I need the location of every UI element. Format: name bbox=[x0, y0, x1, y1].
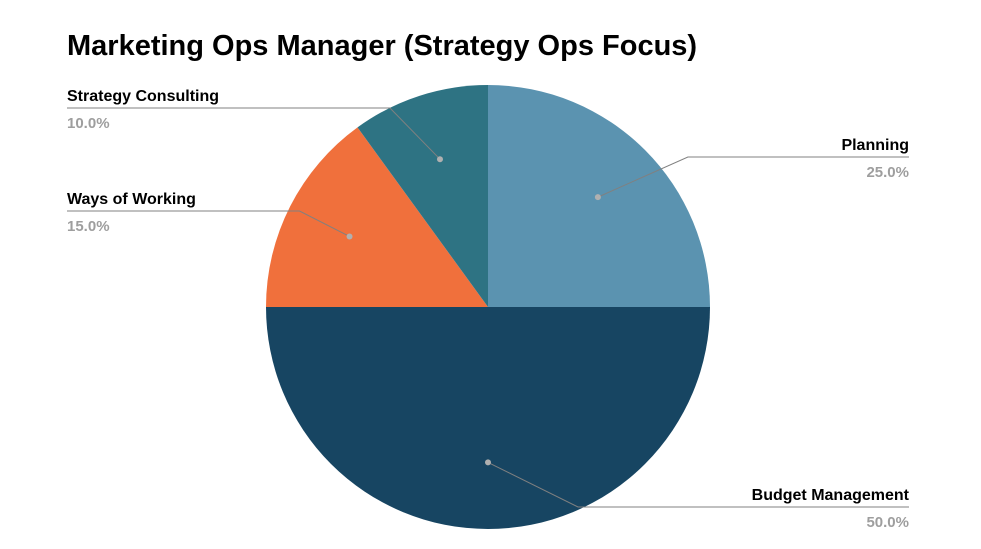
slice-value-label-budget-management: 50.0% bbox=[866, 514, 909, 531]
leader-line-strategy-consulting bbox=[67, 107, 441, 160]
leader-dot-planning bbox=[594, 194, 601, 201]
slice-label-ways-of-working: Ways of Working bbox=[67, 191, 196, 208]
slice-label-budget-management: Budget Management bbox=[752, 487, 910, 504]
slice-label-strategy-consulting: Strategy Consulting bbox=[67, 88, 219, 105]
slice-value-label-planning: 25.0% bbox=[866, 164, 909, 181]
leader-line-budget-management bbox=[487, 461, 909, 508]
slice-value-label-ways-of-working: 15.0% bbox=[67, 218, 110, 235]
slice-value-label-strategy-consulting: 10.0% bbox=[67, 115, 110, 132]
leader-dot-strategy-consulting bbox=[436, 156, 443, 163]
pie-slice-strategy-consulting bbox=[357, 85, 488, 307]
pie-slice-budget-management bbox=[266, 307, 710, 529]
slice-label-planning: Planning bbox=[841, 137, 909, 154]
leader-line-planning bbox=[597, 156, 909, 198]
leader-line-ways-of-working bbox=[67, 210, 350, 237]
leader-dot-budget-management bbox=[485, 459, 491, 466]
pie-slice-ways-of-working bbox=[266, 127, 488, 307]
leader-dot-ways-of-working bbox=[346, 233, 353, 240]
chart-title: Marketing Ops Manager (Strategy Ops Focu… bbox=[67, 30, 698, 62]
